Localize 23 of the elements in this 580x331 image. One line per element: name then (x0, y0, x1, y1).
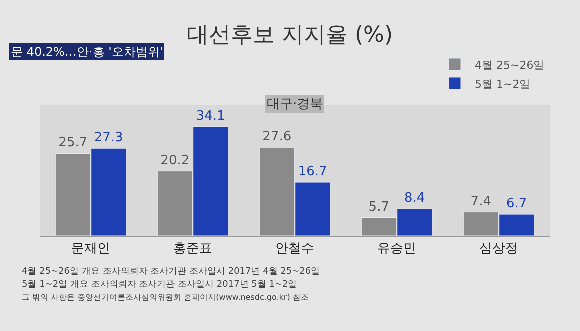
data-label: 5.7 (368, 200, 390, 215)
data-label: 8.4 (404, 191, 426, 206)
data-label: 27.6 (262, 130, 292, 145)
x-tick-label: 유승민 (378, 242, 416, 257)
x-tick-label: 홍준표 (174, 242, 212, 257)
x-tick-label: 문재인 (72, 242, 110, 257)
text: 그 밖의 사항은 중앙선거여론조사심의위원회 홈페이지(www.nesdc.go.kr) 참조 (22, 293, 309, 302)
x-tick-label: 안철수 (276, 242, 314, 257)
text: 4월 25~26일 개요 조사의뢰자 조사기관 조사일시 2017년 4월 25~26일 (22, 267, 320, 277)
legend-label: 4월 25~26일 (475, 58, 545, 72)
data-label: 20.2 (160, 153, 190, 168)
data-label: 27.3 (94, 130, 124, 146)
legend-label: 5월 1~2일 (475, 78, 531, 91)
chart-title: 대선후보 지지율 (%) (186, 22, 394, 48)
data-label: 16.7 (298, 164, 328, 180)
data-label: 25.7 (58, 136, 88, 151)
text: 문 40.2%…안·홍 '오차범위' (11, 45, 164, 59)
data-label: 6.7 (506, 196, 528, 212)
data-label: 7.4 (470, 194, 492, 210)
x-tick-label: 심상정 (480, 242, 518, 257)
chart-subtitle: 대구·경북 (267, 97, 324, 112)
text: 5월 1~2일 개요 조사의뢰자 조사기관 조사일시 2017년 5월 1~2일 (22, 280, 298, 290)
data-label: 34.1 (196, 108, 226, 124)
